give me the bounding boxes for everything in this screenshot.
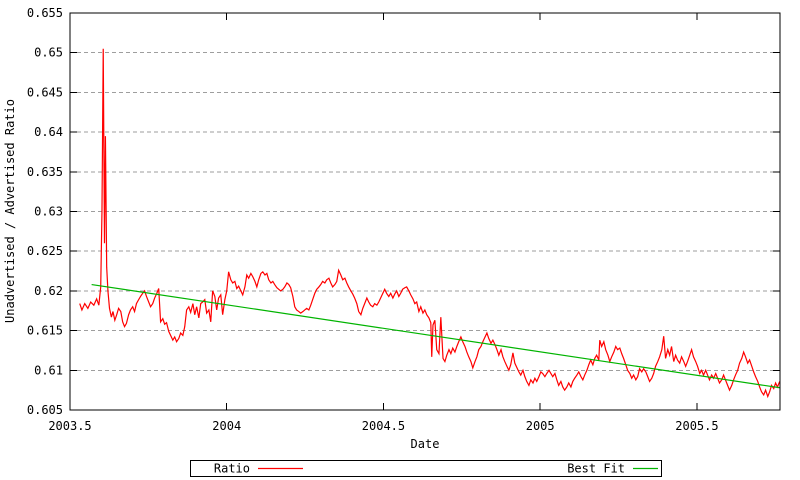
y-tick-label: 0.605 — [27, 403, 63, 417]
y-tick-label: 0.64 — [34, 125, 63, 139]
series-line-best-fit — [91, 283, 781, 389]
y-tick-labels: 0.605 0.61 0.615 0.62 0.625 0.63 0.635 0.64 0.64… — [27, 6, 63, 417]
legend-label-bestfit: Best Fit — [567, 462, 625, 476]
y-tick-label: 0.65 — [34, 46, 63, 60]
x-tick-label: 2004 — [212, 419, 241, 433]
y-tick-label: 0.63 — [34, 205, 63, 219]
legend-label-ratio: Ratio — [214, 462, 250, 476]
x-tick-label: 2005.5 — [675, 419, 718, 433]
x-tick-labels: 2003.5 2004 2004.5 2005 2005.5 — [48, 419, 718, 433]
legend-box — [190, 460, 662, 477]
y-axis-label: Unadvertised / Advertised Ratio — [3, 99, 17, 323]
y-tick-label: 0.615 — [27, 324, 63, 338]
plot-series — [79, 48, 781, 399]
y-tick-label: 0.645 — [27, 85, 63, 99]
x-axis-label: Date — [411, 437, 440, 451]
x-tick-label: 2003.5 — [48, 419, 91, 433]
gridlines — [70, 52, 780, 371]
x-tick-label: 2005 — [526, 419, 555, 433]
y-tick-label: 0.635 — [27, 165, 63, 179]
series-line-ratio — [79, 48, 781, 399]
legend: Ratio Best Fit — [190, 460, 662, 477]
y-tick-label: 0.655 — [27, 6, 63, 20]
y-tick-label: 0.625 — [27, 244, 63, 258]
x-tick-label: 2004.5 — [362, 419, 405, 433]
y-tick-label: 0.62 — [34, 284, 63, 298]
axis-ticks — [69, 12, 780, 411]
y-tick-label: 0.61 — [34, 363, 63, 377]
